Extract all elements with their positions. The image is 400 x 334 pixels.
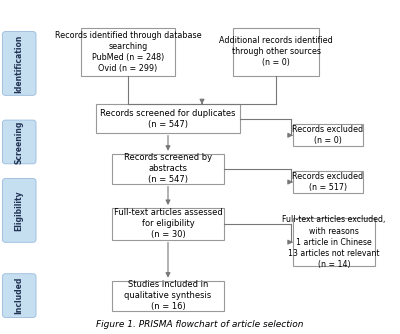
Text: Records screened by
abstracts
(n = 547): Records screened by abstracts (n = 547) bbox=[124, 153, 212, 184]
FancyBboxPatch shape bbox=[81, 28, 175, 76]
Text: Eligibility: Eligibility bbox=[15, 190, 24, 231]
Text: Screening: Screening bbox=[15, 120, 24, 164]
FancyBboxPatch shape bbox=[233, 28, 319, 76]
FancyBboxPatch shape bbox=[112, 208, 224, 240]
FancyBboxPatch shape bbox=[293, 125, 363, 146]
Text: Records screened for duplicates
(n = 547): Records screened for duplicates (n = 547… bbox=[100, 109, 236, 129]
Text: Records excluded
(n = 0): Records excluded (n = 0) bbox=[292, 125, 364, 145]
Text: Figure 1. PRISMA flowchart of article selection: Figure 1. PRISMA flowchart of article se… bbox=[96, 320, 304, 329]
FancyBboxPatch shape bbox=[2, 31, 36, 96]
FancyBboxPatch shape bbox=[2, 120, 36, 164]
Text: Full-text articles assessed
for eligibility
(n = 30): Full-text articles assessed for eligibil… bbox=[114, 208, 222, 239]
FancyBboxPatch shape bbox=[112, 154, 224, 184]
Text: Records excluded
(n = 517): Records excluded (n = 517) bbox=[292, 172, 364, 192]
Text: Studies included in
qualitative synthesis
(n = 16): Studies included in qualitative synthesi… bbox=[124, 280, 212, 311]
Text: Records identified through database
searching
PubMed (n = 248)
Ovid (n = 299): Records identified through database sear… bbox=[55, 31, 201, 73]
FancyBboxPatch shape bbox=[293, 171, 363, 193]
Text: Identification: Identification bbox=[15, 34, 24, 93]
FancyBboxPatch shape bbox=[2, 274, 36, 317]
Text: Additional records identified
through other sources
(n = 0): Additional records identified through ot… bbox=[219, 36, 333, 67]
FancyBboxPatch shape bbox=[2, 178, 36, 242]
Text: Included: Included bbox=[15, 277, 24, 314]
Text: Full-text articles excluded,
with reasons
1 article in Chinese
13 articles not r: Full-text articles excluded, with reason… bbox=[282, 215, 386, 269]
FancyBboxPatch shape bbox=[96, 104, 240, 133]
FancyBboxPatch shape bbox=[293, 218, 375, 267]
FancyBboxPatch shape bbox=[112, 281, 224, 311]
